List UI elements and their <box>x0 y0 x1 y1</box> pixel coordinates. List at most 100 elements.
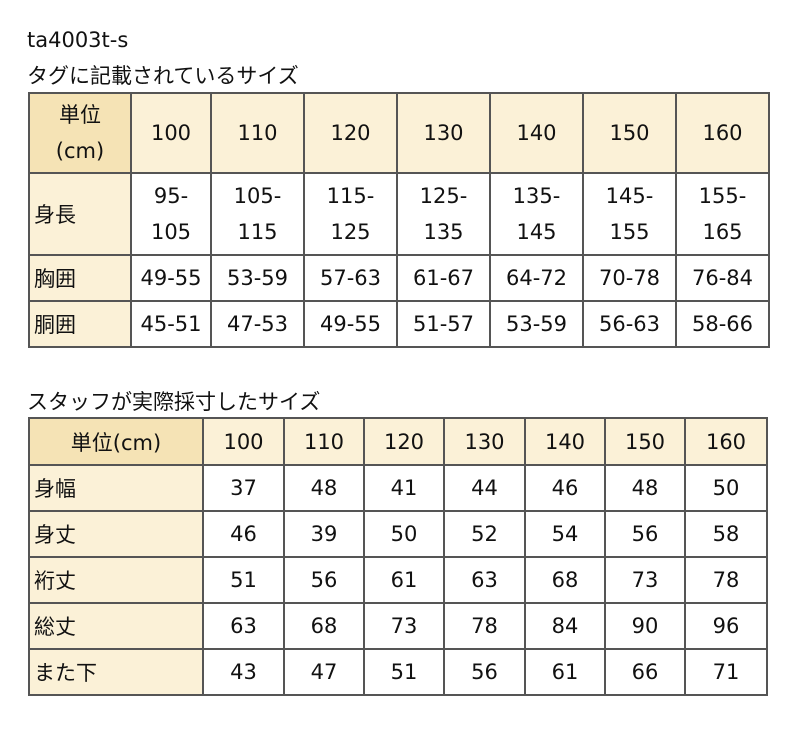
table-cell: 46 <box>524 464 606 512</box>
range-start: 125- <box>419 184 468 208</box>
size-column-header: 100 <box>202 417 285 466</box>
size-column-header: 130 <box>443 417 526 466</box>
unit-header-line2: (cm) <box>55 139 105 163</box>
table-cell: 47 <box>283 648 365 696</box>
table-cell: 45-51 <box>130 300 212 348</box>
staff-measured-table: 単位(cm) 100 110 120 130 140 150 160 身幅 37… <box>28 417 768 696</box>
range-end: 115 <box>237 220 278 244</box>
table-cell: 63 <box>443 556 526 604</box>
range-end: 105 <box>150 220 192 244</box>
table-cell: 52 <box>443 510 526 558</box>
table-cell: 39 <box>283 510 365 558</box>
table-cell: 56-63 <box>582 300 677 348</box>
size-column-header: 100 <box>130 92 212 174</box>
table-cell: 66 <box>604 648 686 696</box>
table-cell: 46 <box>202 510 285 558</box>
unit-header-line1: 単位 <box>59 103 101 127</box>
table-cell: 135- 145 <box>489 172 584 256</box>
table-cell: 63 <box>202 602 285 650</box>
size-column-header: 140 <box>524 417 606 466</box>
range-start: 155- <box>698 184 747 208</box>
range-end: 125 <box>330 220 371 244</box>
table-cell: 49-55 <box>130 254 212 302</box>
table-cell: 64-72 <box>489 254 584 302</box>
row-label-chest: 胸囲 <box>28 254 132 302</box>
table-cell: 61 <box>363 556 445 604</box>
table-cell: 57-63 <box>303 254 398 302</box>
table-cell: 73 <box>604 556 686 604</box>
table-row: 身丈 46 39 50 52 54 56 58 <box>28 510 768 558</box>
table-cell: 56 <box>443 648 526 696</box>
table-row: 胸囲 49-55 53-59 57-63 61-67 64-72 70-78 7… <box>28 254 770 302</box>
size-column-header: 110 <box>283 417 365 466</box>
table-cell: 48 <box>283 464 365 512</box>
size-column-header: 110 <box>210 92 305 174</box>
range-end: 155 <box>609 220 650 244</box>
table-cell: 70-78 <box>582 254 677 302</box>
table-cell: 43 <box>202 648 285 696</box>
table-cell: 125- 135 <box>396 172 491 256</box>
table-cell: 90 <box>604 602 686 650</box>
table-cell: 51 <box>363 648 445 696</box>
table-cell: 115- 125 <box>303 172 398 256</box>
table-cell: 155- 165 <box>675 172 770 256</box>
table-cell: 51-57 <box>396 300 491 348</box>
size-column-header: 130 <box>396 92 491 174</box>
table-cell: 78 <box>443 602 526 650</box>
row-label-waist: 胴囲 <box>28 300 132 348</box>
table-row: 身長 95- 105 105- 115 115- 125 125- 135 135- 14… <box>28 172 770 256</box>
tag-size-title: タグに記載されているサイズ <box>27 64 299 88</box>
size-column-header: 120 <box>363 417 445 466</box>
size-column-header: 150 <box>604 417 686 466</box>
range-start: 115- <box>326 184 375 208</box>
size-column-header: 160 <box>684 417 768 466</box>
table-cell: 50 <box>684 464 768 512</box>
table-cell: 54 <box>524 510 606 558</box>
table-row: 総丈 63 68 73 78 84 90 96 <box>28 602 768 650</box>
table-row: また下 43 47 51 56 61 66 71 <box>28 648 768 696</box>
table-row: 裄丈 51 56 61 63 68 73 78 <box>28 556 768 604</box>
table-row: 胴囲 45-51 47-53 49-55 51-57 53-59 56-63 5… <box>28 300 770 348</box>
range-start: 145- <box>605 184 654 208</box>
table-cell: 61-67 <box>396 254 491 302</box>
row-label-height: 身長 <box>28 172 132 256</box>
product-code: ta4003t-s <box>27 28 129 52</box>
table-cell: 37 <box>202 464 285 512</box>
unit-header: 単位(cm) <box>28 417 204 466</box>
table-row: 身幅 37 48 41 44 46 48 50 <box>28 464 768 512</box>
table-cell: 58-66 <box>675 300 770 348</box>
staff-measured-title: スタッフが実際採寸したサイズ <box>27 390 321 414</box>
range-start: 135- <box>512 184 561 208</box>
row-label-sleeve-length: 裄丈 <box>28 556 204 604</box>
table-cell: 53-59 <box>489 300 584 348</box>
row-label-body-length: 身丈 <box>28 510 204 558</box>
row-label-total-length: 総丈 <box>28 602 204 650</box>
tag-size-table: 単位 (cm) 100 110 120 130 140 150 160 身長 9… <box>28 92 770 348</box>
table-cell: 95- 105 <box>130 172 212 256</box>
table-cell: 71 <box>684 648 768 696</box>
table-cell: 145- 155 <box>582 172 677 256</box>
range-end: 165 <box>702 220 743 244</box>
table-cell: 68 <box>283 602 365 650</box>
table-cell: 84 <box>524 602 606 650</box>
table-cell: 50 <box>363 510 445 558</box>
size-column-header: 160 <box>675 92 770 174</box>
table-cell: 105- 115 <box>210 172 305 256</box>
range-end: 145 <box>516 220 557 244</box>
table-cell: 48 <box>604 464 686 512</box>
size-column-header: 150 <box>582 92 677 174</box>
row-label-body-width: 身幅 <box>28 464 204 512</box>
table-cell: 56 <box>283 556 365 604</box>
table-cell: 49-55 <box>303 300 398 348</box>
table-cell: 44 <box>443 464 526 512</box>
table-cell: 53-59 <box>210 254 305 302</box>
table-cell: 78 <box>684 556 768 604</box>
table-cell: 76-84 <box>675 254 770 302</box>
unit-header: 単位 (cm) <box>28 92 132 174</box>
row-label-inseam: また下 <box>28 648 204 696</box>
size-column-header: 120 <box>303 92 398 174</box>
staff-measured-header-row: 単位(cm) 100 110 120 130 140 150 160 <box>28 417 768 466</box>
range-start: 105- <box>233 184 282 208</box>
range-end: 135 <box>423 220 464 244</box>
